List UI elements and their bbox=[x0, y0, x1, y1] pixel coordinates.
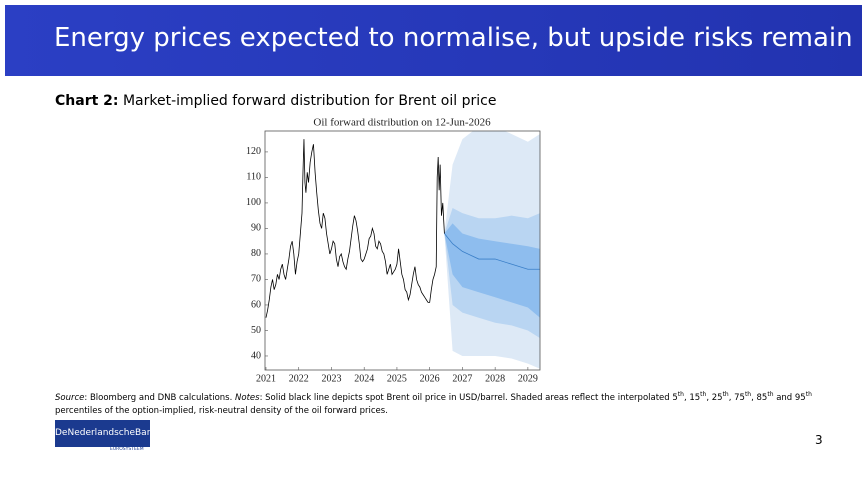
plot-frame bbox=[264, 130, 541, 371]
footnote-run: th bbox=[722, 391, 729, 399]
x-tick-label: 2028 bbox=[485, 373, 505, 384]
footnote-run: , 25 bbox=[706, 393, 723, 403]
chart-number: Chart 2: bbox=[55, 93, 119, 109]
y-tick-label: 110 bbox=[246, 172, 261, 183]
footnote-run: th bbox=[677, 391, 684, 399]
footnote-run: , 85 bbox=[751, 393, 768, 403]
logo: DeNederlandscheBank bbox=[55, 420, 158, 447]
y-tick-label: 90 bbox=[251, 223, 261, 234]
footnote-run: and 95 bbox=[773, 393, 806, 403]
x-tick-label: 2027 bbox=[452, 373, 472, 384]
footnote-run: , 15 bbox=[683, 393, 701, 403]
x-tick-label: 2023 bbox=[321, 373, 341, 384]
percentile-band bbox=[444, 223, 540, 318]
page-number: 3 bbox=[815, 433, 823, 447]
logo-sub: EUROSYSTEEM bbox=[110, 447, 144, 452]
footnote-run: percentiles of the option-implied, risk-… bbox=[55, 406, 388, 416]
footnote-run: th bbox=[805, 391, 812, 399]
x-tick-label: 2025 bbox=[387, 373, 407, 384]
footnote-run: Notes bbox=[235, 393, 260, 403]
y-tick-label: 100 bbox=[246, 197, 261, 208]
spot-line bbox=[265, 139, 445, 318]
footnote-run: Source bbox=[55, 393, 85, 403]
x-tick-label: 2021 bbox=[256, 373, 276, 384]
footnote-run: : Bloomberg and DNB calculations. bbox=[84, 393, 236, 403]
footnote-run: th bbox=[744, 391, 752, 399]
y-tick-label: 70 bbox=[251, 274, 261, 285]
footnote: Source: Bloomberg and DNB calculations. … bbox=[55, 392, 830, 418]
median-line bbox=[444, 233, 540, 270]
y-tick-label: 60 bbox=[251, 299, 261, 310]
y-tick-label: 120 bbox=[246, 146, 261, 157]
y-tick-label: 80 bbox=[251, 248, 261, 259]
chart-caption: Chart 2: Market-implied forward distribu… bbox=[55, 93, 496, 109]
x-tick-label: 2029 bbox=[518, 373, 538, 384]
y-tick-label: 50 bbox=[251, 325, 261, 336]
y-tick-label: 40 bbox=[251, 350, 261, 361]
footnote-run: th bbox=[767, 391, 774, 399]
footnote-run: , 75 bbox=[728, 393, 745, 403]
slide-title: Energy prices expected to normalise, but… bbox=[54, 23, 853, 53]
chart-caption-text: Market-implied forward distribution for … bbox=[122, 93, 497, 109]
x-tick-label: 2026 bbox=[420, 373, 440, 384]
x-tick-label: 2022 bbox=[289, 373, 309, 384]
footnote-run: th bbox=[700, 391, 707, 399]
footnote-run: : Solid black line depicts spot Brent oi… bbox=[259, 393, 678, 403]
header: Energy prices expected to normalise, but… bbox=[5, 5, 862, 76]
chart-title: Oil forward distribution on 12-Jun-2026 bbox=[313, 117, 491, 129]
x-tick-label: 2024 bbox=[354, 373, 374, 384]
